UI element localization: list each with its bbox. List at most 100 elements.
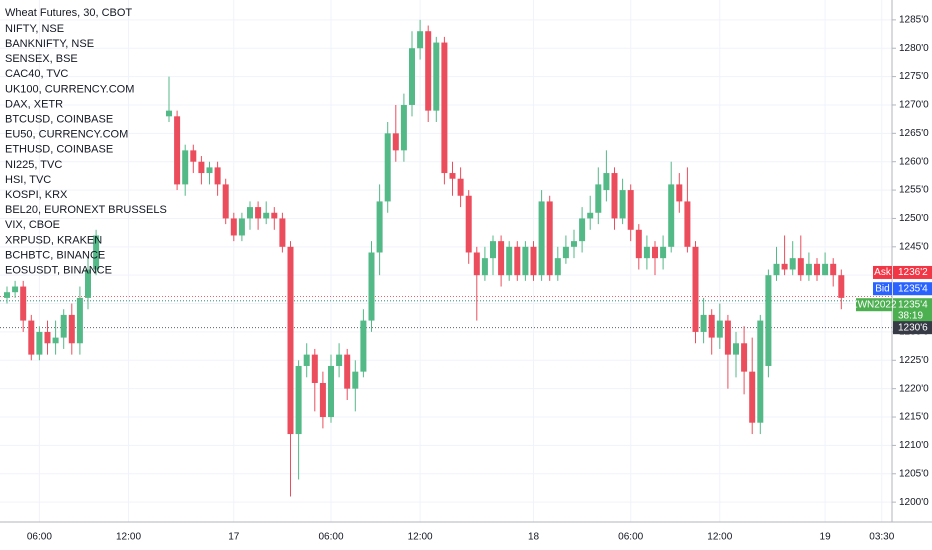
candle-body	[182, 150, 189, 185]
price-tags: 1236'2Ask1235'4Bid1235'438:19ZWN20221230…	[851, 265, 932, 335]
candle-body	[724, 320, 731, 355]
candle-body	[473, 252, 480, 276]
candle-body	[166, 110, 172, 117]
y-tick-label: 1245'0	[899, 241, 929, 252]
candle-body	[619, 190, 626, 219]
candle-body	[52, 337, 59, 344]
y-tick-label: 1225'0	[899, 355, 929, 366]
candle-body	[287, 246, 294, 435]
x-tick-label: 06:00	[618, 532, 643, 543]
candle-body	[652, 246, 658, 259]
x-tick-label: 17	[228, 532, 240, 543]
chart-title: Wheat Futures, 30, CBOT	[5, 7, 132, 19]
symbol-label: BTCUSD, COINBASE	[5, 114, 113, 126]
candle-body	[700, 314, 707, 332]
candle-body	[741, 343, 748, 372]
candle-body	[692, 246, 699, 332]
candle-body	[579, 218, 586, 242]
x-tick-label: 12:00	[707, 532, 732, 543]
symbol-label: SENSEX, BSE	[5, 53, 78, 65]
candle-body	[554, 258, 561, 276]
y-tick-label: 1210'0	[899, 440, 929, 451]
candle-body	[522, 246, 529, 276]
candle-body	[352, 371, 359, 389]
price-tag-label: 1235'4	[898, 299, 928, 310]
price-tag-name: Bid	[875, 283, 889, 294]
candle-body	[263, 212, 270, 219]
candle-body	[571, 241, 577, 247]
candle-body	[595, 184, 602, 213]
symbol-label: NI225, TVC	[5, 159, 62, 171]
symbol-label: XRPUSD, KRAKEN	[5, 234, 102, 246]
price-tag-label: 1236'2	[898, 267, 928, 278]
candle-body	[271, 212, 278, 219]
candle-body	[44, 331, 51, 344]
symbol-label: KOSPI, KRX	[5, 189, 68, 201]
candle-body	[303, 354, 310, 366]
candle-body	[562, 246, 569, 259]
symbol-label: NIFTY, NSE	[5, 23, 64, 35]
candle-body	[336, 354, 343, 366]
candle-body	[627, 190, 634, 230]
candle-body	[28, 320, 35, 355]
candle-body	[660, 246, 667, 259]
candle-body	[830, 263, 837, 276]
candle-body	[797, 258, 804, 276]
candle-body	[587, 212, 594, 219]
y-tick-label: 1280'0	[899, 43, 929, 54]
candles	[4, 19, 845, 497]
candle-body	[392, 133, 399, 151]
x-tick-label: 19	[820, 532, 832, 543]
y-tick-label: 1205'0	[899, 468, 929, 479]
candle-body	[384, 133, 391, 202]
y-tick-label: 1200'0	[899, 497, 929, 508]
candle-body	[546, 201, 553, 276]
candle-body	[538, 201, 545, 276]
price-tag-name-box	[873, 282, 892, 296]
legend: Wheat Futures, 30, CBOT NIFTY, NSE BANKNI…	[5, 7, 167, 277]
symbol-label: DAX, XETR	[5, 98, 63, 110]
candle-body	[814, 263, 820, 276]
candle-body	[190, 150, 197, 162]
y-tick-label: 1275'0	[899, 71, 929, 82]
candle-body	[449, 173, 456, 179]
candle-body	[749, 371, 756, 423]
candle-body	[68, 314, 75, 344]
candle-body	[611, 173, 618, 219]
y-tick-label: 1220'0	[899, 383, 929, 394]
price-tag-box	[893, 282, 932, 296]
symbol-label: BANKNIFTY, NSE	[5, 38, 94, 50]
y-tick-label: 1215'0	[899, 412, 929, 423]
candle-body	[255, 207, 262, 219]
candle-body	[433, 42, 440, 111]
candle-body	[417, 31, 424, 49]
candle-body	[838, 275, 845, 298]
candle-body	[206, 167, 213, 174]
candle-body	[465, 195, 472, 253]
candle-body	[506, 246, 513, 276]
candle-body	[76, 297, 83, 344]
candle-body	[400, 104, 407, 151]
candle-body	[676, 184, 683, 202]
symbol-label: VIX, CBOE	[5, 219, 60, 231]
price-tag-box	[893, 298, 932, 323]
candle-body	[635, 229, 642, 259]
y-tick-label: 1250'0	[899, 213, 929, 224]
candle-body	[781, 263, 788, 270]
candle-body	[360, 320, 367, 372]
candle-body	[214, 167, 221, 185]
candle-body	[425, 31, 432, 111]
candle-body	[789, 258, 796, 270]
candle-body	[376, 201, 383, 253]
price-tag-label: 1230'6	[898, 322, 928, 333]
candle-body	[822, 263, 829, 276]
candle-body	[311, 354, 318, 383]
symbol-label: ETHUSD, COINBASE	[5, 144, 113, 156]
candle-body	[684, 201, 691, 247]
candle-body	[85, 269, 91, 298]
candle-body	[368, 252, 375, 321]
price-tag-name: ZWN2022	[851, 299, 896, 310]
x-tick-label: 06:00	[27, 532, 52, 543]
